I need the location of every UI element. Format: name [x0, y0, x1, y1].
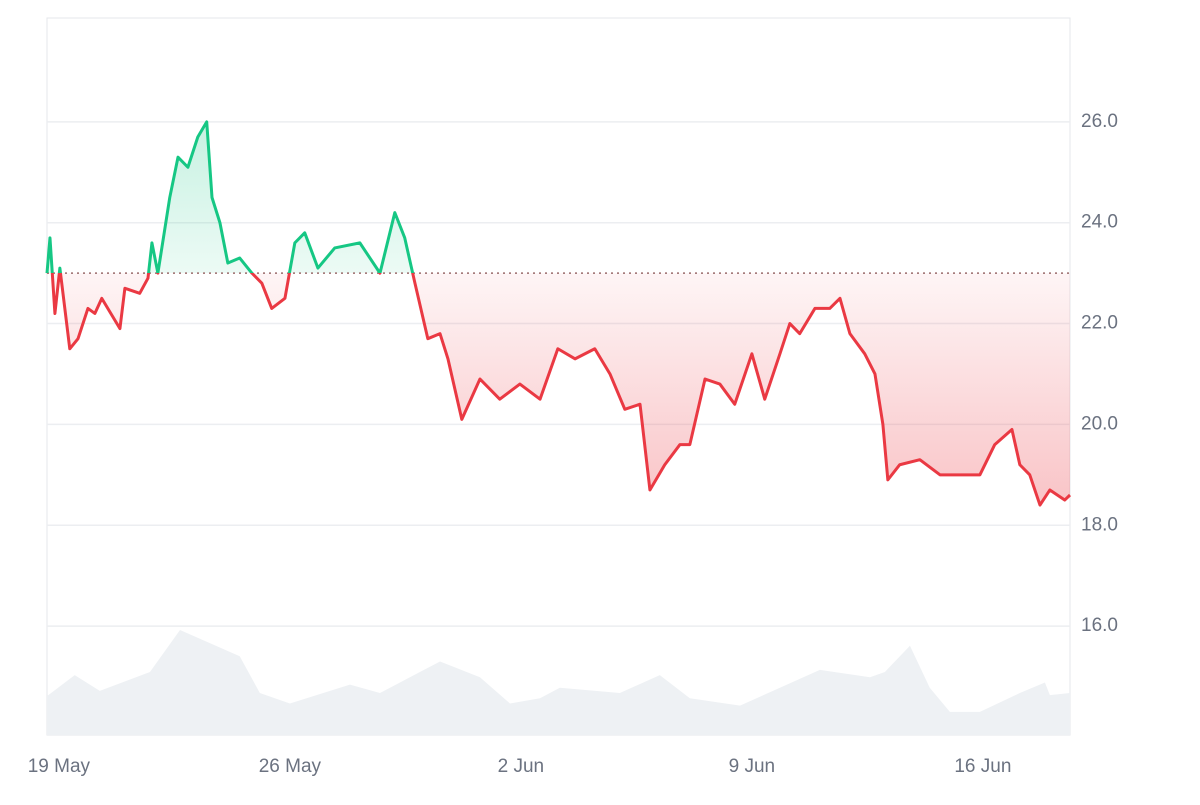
x-tick-label: 9 Jun	[729, 756, 775, 777]
x-tick-label: 16 Jun	[954, 756, 1011, 777]
y-tick-label: 26.0	[1081, 111, 1118, 132]
price-line	[45, 120, 1072, 507]
y-tick-label: 22.0	[1081, 313, 1118, 334]
y-tick-label: 16.0	[1081, 615, 1118, 636]
y-tick-label: 18.0	[1081, 514, 1118, 535]
volume-area	[47, 630, 1070, 735]
x-tick-label: 26 May	[259, 756, 322, 777]
y-tick-label: 20.0	[1081, 413, 1118, 434]
y-tick-label: 24.0	[1081, 212, 1118, 233]
x-tick-label: 2 Jun	[498, 756, 544, 777]
x-tick-label: 19 May	[28, 756, 91, 777]
baseline-area	[47, 121, 1070, 506]
